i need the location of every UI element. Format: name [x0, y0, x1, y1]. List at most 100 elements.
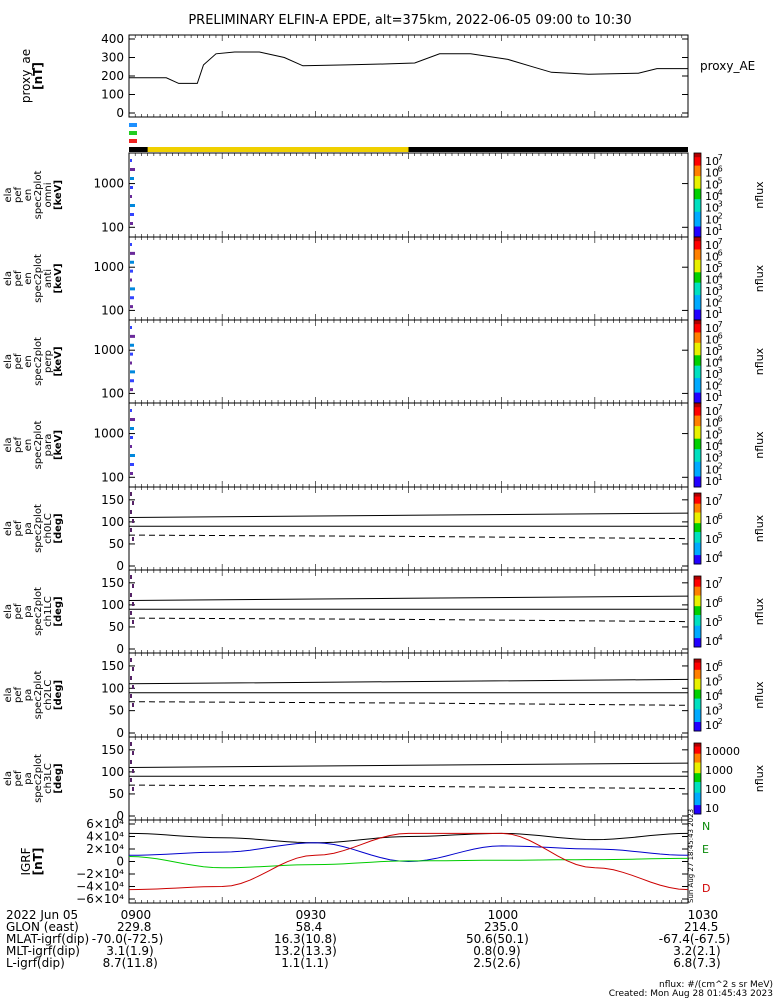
ylabel-line: ela — [3, 604, 14, 619]
pa_ch2-ytick-label: 0 — [116, 726, 124, 740]
en_anti-cbar-seg — [694, 243, 701, 246]
cbar-tick-base: 10 — [705, 322, 719, 335]
en_para-data-pixel — [130, 463, 134, 466]
cbar-tick-exp: 3 — [718, 366, 723, 375]
pa_ch1-data-pixel — [130, 593, 132, 597]
ylabel-line: pef — [13, 270, 24, 287]
pa_ch2-cbar-seg — [694, 709, 701, 712]
en_perp-cbar-seg — [694, 359, 701, 362]
pa_ch1-cbar-seg — [694, 597, 701, 600]
cbar-tick-base: 10 — [705, 368, 719, 381]
pa_ch3-cbar-seg — [694, 792, 701, 795]
pa_ch3-cbar-seg — [694, 806, 701, 810]
pa_ch1-data-pixel — [130, 575, 132, 579]
coverage-marker-green — [129, 131, 137, 135]
footer-row-value: 229.8 — [117, 920, 152, 934]
en_omni-cbar-seg — [694, 188, 701, 192]
pa_ch0-cbar-seg — [694, 560, 701, 563]
en_omni-cbar-seg — [694, 201, 701, 204]
en_omni-cbar-seg — [694, 218, 701, 221]
footer-row-value: -70.0(-72.5) — [91, 932, 164, 946]
cbar-tick-exp: 6 — [718, 249, 723, 258]
pa_ch3-cbar-seg — [694, 764, 701, 767]
pa_ch3-cbar-tick: 100 — [705, 783, 726, 796]
pa_ch3-ytick-label: 0 — [116, 809, 124, 823]
ylabel-line: [nT] — [31, 62, 45, 90]
en_anti-cbar-tick: 106 — [705, 249, 723, 264]
cbar-tick-base: 10 — [705, 440, 719, 453]
pa_ch0-cbar-seg — [694, 514, 701, 517]
pa_ch1-cbar-seg — [694, 600, 701, 604]
pa_ch0-data-pixel — [132, 519, 134, 523]
cbar-tick-base: 10 — [705, 405, 719, 418]
en_perp-cbar-seg — [694, 371, 701, 375]
pa_ch2-frame — [128, 652, 689, 738]
en_anti-cbar-label: nflux — [753, 264, 766, 292]
en_perp-cbar-seg — [694, 340, 701, 344]
en_anti-cbar-seg — [694, 274, 701, 277]
ylabel-line: ela — [3, 521, 14, 536]
pa_ch0-cbar-seg — [694, 546, 701, 549]
en_para-cbar-seg — [694, 438, 701, 442]
cbar-tick-base: 1000 — [705, 764, 733, 777]
en_omni-cbar-seg — [694, 178, 701, 181]
en_perp-cbar-seg — [694, 342, 701, 346]
en_para-cbar-seg — [694, 482, 701, 486]
en_omni-cbar-seg — [694, 165, 701, 169]
proxy-ae-legend: proxy_AE — [700, 59, 755, 73]
ylabel-line: ch2LC — [43, 680, 54, 711]
en_para-cbar-seg — [694, 480, 701, 484]
en_anti-cbar-seg — [694, 241, 701, 244]
en_anti-cbar-seg — [694, 305, 701, 309]
en_para-data-pixel — [130, 427, 134, 430]
pa_ch3-cbar-seg — [694, 746, 701, 749]
pa_ch2-cbar-seg — [694, 705, 701, 709]
en_omni-ytick-label: 1000 — [93, 177, 124, 191]
en_para-cbar-seg — [694, 484, 701, 488]
cbar-tick-base: 10 — [705, 262, 719, 275]
en_omni-cbar-seg — [694, 174, 701, 177]
en_anti-cbar-seg — [694, 249, 701, 253]
footer-row-value: 1030 — [687, 908, 719, 922]
en_perp-cbar-seg — [694, 346, 701, 350]
coverage-marker-blue — [129, 123, 137, 127]
cbar-tick-exp: 2 — [718, 717, 723, 726]
cbar-tick-base: 10 — [705, 167, 719, 180]
en_anti-data-pixel — [130, 278, 132, 282]
cbar-tick-base: 10 — [705, 155, 719, 168]
pa_ch2-cbar-seg — [694, 698, 701, 701]
pa_ch0-cbar-seg — [694, 496, 701, 499]
en_para-cbar-seg — [694, 474, 701, 477]
pa_ch3-cbar-seg — [694, 782, 701, 785]
en_anti-cbar-seg — [694, 280, 701, 284]
en_para-cbar-tick: 106 — [705, 415, 723, 430]
pa_ch3-cbar-seg — [694, 771, 701, 774]
en_para-cbar-seg — [694, 472, 701, 475]
en_perp-cbar-label: nflux — [753, 347, 766, 375]
en_para-ytick-label: 100 — [101, 470, 124, 484]
pa_ch0-cbar-seg — [694, 555, 701, 558]
ylabel-line: spec2plot — [33, 421, 44, 470]
en_anti-cbar-seg — [694, 290, 701, 294]
pa_ch3-cbar-seg — [694, 785, 701, 788]
pa_ch2-cbar-seg — [694, 704, 701, 707]
en_perp-cbar-seg — [694, 382, 701, 385]
pa_ch2-cbar-tick: 104 — [705, 688, 723, 703]
pa_ch2-cbar-seg — [694, 662, 701, 665]
footer-row-label: 2022 Jun 05 — [6, 908, 79, 922]
en_para-data-pixel — [130, 409, 132, 412]
en_omni-cbar-seg — [694, 228, 701, 232]
en_para-cbar-seg — [694, 436, 701, 440]
pa_ch0-cbar-seg — [694, 553, 701, 556]
en_anti-cbar-seg — [694, 297, 701, 300]
pa_ch3-cbar-seg — [694, 776, 701, 779]
pa_ch3-frame — [128, 736, 689, 821]
ylabel-line: ela — [3, 271, 14, 286]
pa_ch3-ylabel: ela pef pa spec2plot ch3LC [deg] — [3, 754, 64, 803]
cbar-tick-exp: 6 — [718, 512, 723, 521]
cbar-tick-exp: 2 — [718, 295, 723, 304]
pa_ch3-cbar-seg — [694, 773, 701, 776]
pa_ch3-data-pixel — [132, 751, 134, 755]
cbar-tick-base: 10 — [705, 380, 719, 393]
ylabel-line: ela — [3, 354, 14, 369]
